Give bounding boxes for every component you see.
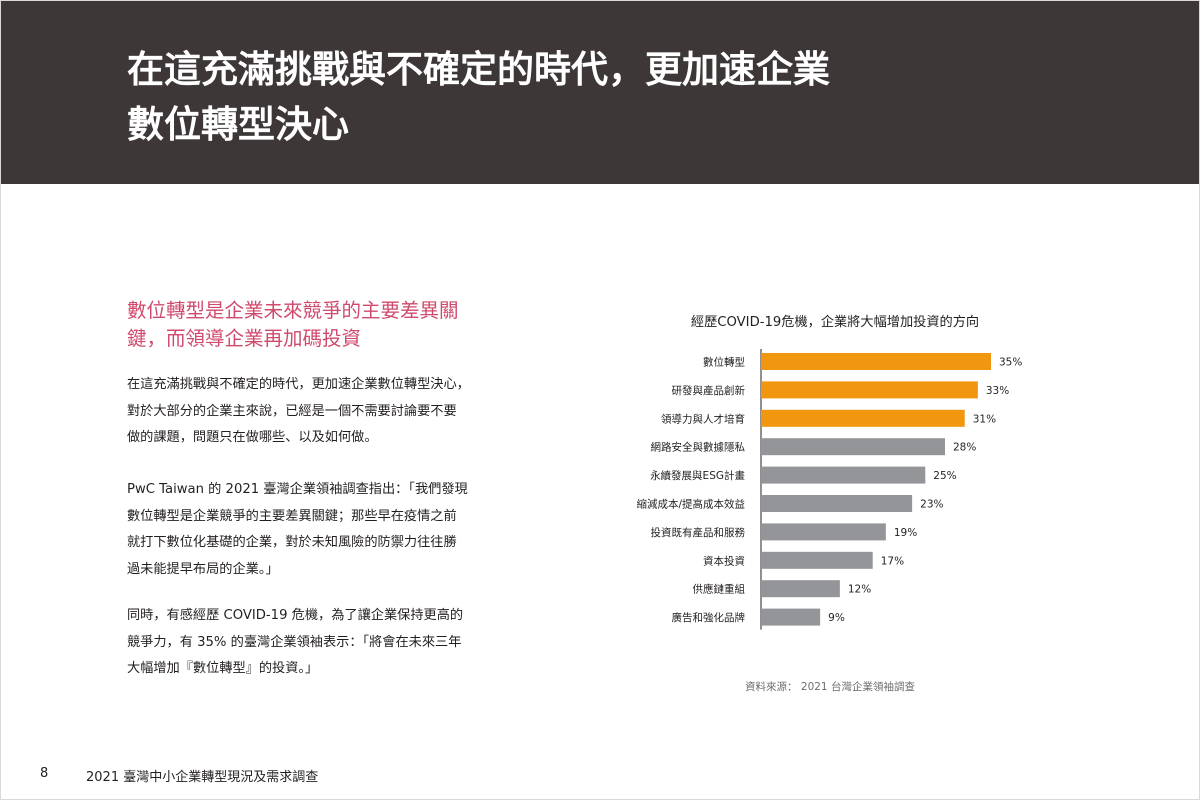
chart-bar xyxy=(761,580,840,598)
paragraph-line: 過未能提早布局的企業。」 xyxy=(127,561,279,577)
paragraph-line: 大幅增加『數位轉型』的投資。」 xyxy=(127,661,319,676)
paragraph-line: 在這充滿挑戰與不確定的時代，更加速企業數位轉型決心， xyxy=(127,377,470,392)
chart-category-label: 網路安全與數據隱私 xyxy=(651,441,746,454)
bar-chart-svg: 數位轉型 35% 研發與產品創新 33% 領導力與人才培育 31% 網路安全與數據隱私 28%… xyxy=(636,349,1022,630)
chart-category-label: 永續發展與ESG計畫 xyxy=(650,469,745,482)
chart-value-label: 31% xyxy=(973,413,996,425)
chart-source: 資料來源： 2021 台灣企業領袖調查 xyxy=(745,681,915,693)
chart-bar xyxy=(761,523,886,541)
chart-bar xyxy=(761,353,991,370)
chart-value-label: 19% xyxy=(894,527,917,539)
chart-bar xyxy=(761,438,945,456)
chart-title: 經歷COVID-19危機，企業將大幅增加投資的方向 xyxy=(690,315,980,330)
chart-bar xyxy=(761,551,873,569)
chart-category-label: 縮減成本/提高成本效益 xyxy=(636,498,745,511)
chart-value-label: 28% xyxy=(953,442,976,454)
paragraph-1: 在這充滿挑戰與不確定的時代，更加速企業數位轉型決心， 對於大部分的企業主來說，已… xyxy=(127,372,507,452)
chart-value-label: 23% xyxy=(920,499,943,511)
chart-value-label: 33% xyxy=(986,385,1009,397)
chart-bar xyxy=(761,381,978,399)
paragraph-2: PwC Taiwan 的 2021 臺灣企業領袖調查指出：「我們發現 數位轉型是… xyxy=(127,477,507,583)
footer-text: 2021 臺灣中小企業轉型現況及需求調查 xyxy=(86,770,319,785)
chart-value-label: 12% xyxy=(848,584,871,596)
paragraph-line: 競爭力，有 35% 的臺灣企業領袖表示：「將會在未來三年 xyxy=(127,634,462,650)
paragraph-line: PwC Taiwan 的 2021 臺灣企業領袖調查指出：「我們發現 xyxy=(127,482,468,497)
chart-category-label: 投資既有產品和服務 xyxy=(651,526,746,539)
chart-category-label: 研發與產品創新 xyxy=(672,384,746,397)
chart-category-label: 資本投資 xyxy=(703,554,745,567)
paragraph-line: 就打下數位化基礎的企業，對於未知風險的防禦力往往勝 xyxy=(127,535,457,550)
paragraph-line: 同時，有感經歷 COVID-19 危機，為了讓企業保持更高的 xyxy=(127,608,464,623)
page-title: 在這充滿挑戰與不確定的時代，更加速企業 數位轉型決心 xyxy=(127,42,1027,152)
chart-bar xyxy=(761,409,965,427)
section-heading-line-2: 鍵，而領導企業再加碼投資 xyxy=(127,327,362,350)
section-heading-line-1: 數位轉型是企業未來競爭的主要差異關 xyxy=(127,299,459,322)
chart-bar xyxy=(761,608,821,626)
bar-chart: 數位轉型 35% 研發與產品創新 33% 領導力與人才培育 31% 網路安全與數據隱私 28%… xyxy=(600,345,1060,635)
chart-value-label: 9% xyxy=(828,612,845,624)
paragraph-line: 做的課題，問題只在做哪些、以及如何做。 xyxy=(127,430,378,445)
chart-bar xyxy=(761,495,913,512)
chart-value-label: 35% xyxy=(999,357,1022,369)
chart-category-label: 供應鏈重組 xyxy=(693,583,746,596)
chart-category-label: 領導力與人才培育 xyxy=(661,412,745,425)
page-title-line-1: 在這充滿挑戰與不確定的時代，更加速企業 xyxy=(127,48,830,91)
chart-value-label: 17% xyxy=(881,555,904,567)
page-title-line-2: 數位轉型決心 xyxy=(127,103,349,146)
chart-value-label: 25% xyxy=(933,470,956,482)
paragraph-line: 數位轉型是企業競爭的主要差異關鍵；那些早在疫情之前 xyxy=(127,508,457,524)
paragraph-line: 對於大部分的企業主來說，已經是一個不需要討論要不要 xyxy=(127,403,457,419)
chart-category-label: 廣告和強化品牌 xyxy=(672,611,746,624)
section-heading: 數位轉型是企業未來競爭的主要差異關 鍵，而領導企業再加碼投資 xyxy=(127,297,507,353)
paragraph-3: 同時，有感經歷 COVID-19 危機，為了讓企業保持更高的 競爭力，有 35%… xyxy=(127,603,507,683)
chart-bar xyxy=(761,466,926,484)
footer-page-number: 8 xyxy=(40,766,49,781)
chart-category-label: 數位轉型 xyxy=(703,356,745,369)
header-band xyxy=(1,1,1199,184)
